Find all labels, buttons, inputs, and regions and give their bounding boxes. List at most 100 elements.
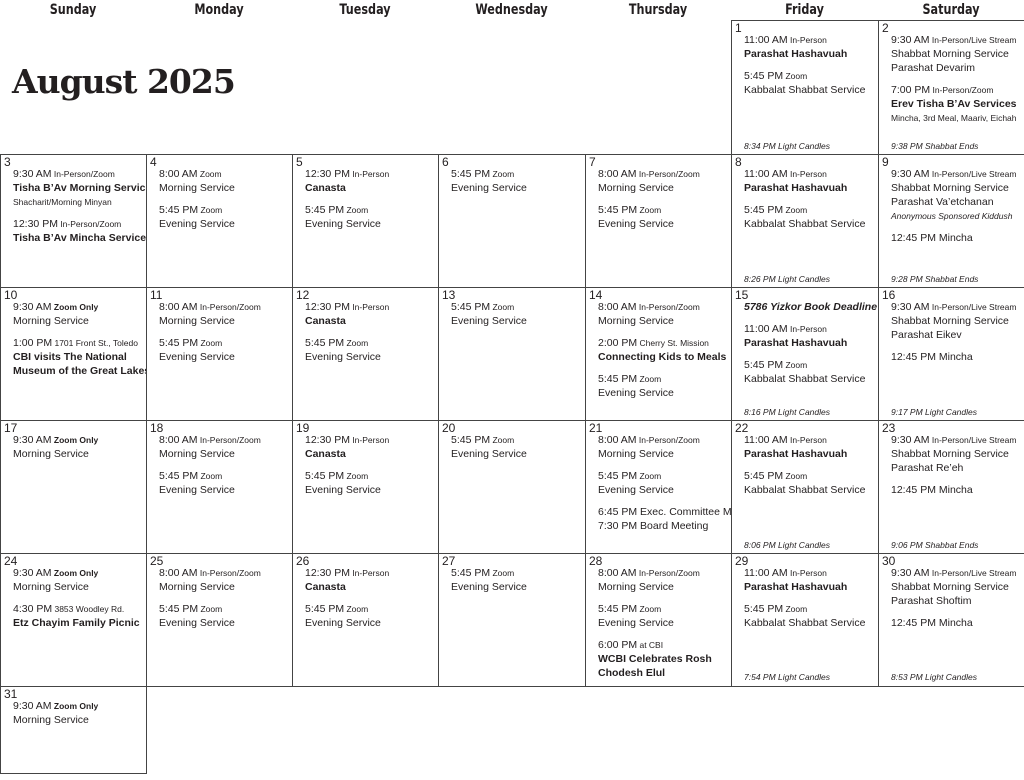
event[interactable]: 8:00 AM In-Person/Zoom Morning Service	[159, 300, 292, 328]
event[interactable]: 5:45 PM Zoom Evening Service	[598, 469, 731, 497]
event-text: Kabbalat Shabbat Service	[744, 218, 866, 230]
event[interactable]: 5:45 PM Zoom Kabbalat Shabbat Service	[744, 69, 878, 97]
event[interactable]: 5:45 PM Zoom Evening Service	[451, 167, 585, 195]
event[interactable]: 11:00 AM In-Person Parashat Hashavuah	[744, 167, 878, 195]
event[interactable]: 5:45 PM Zoom Evening Service	[305, 602, 438, 630]
event-detail: In-Person	[349, 169, 390, 179]
event[interactable]: 9:30 AM Zoom Only Morning Service	[13, 433, 146, 461]
day-cell-24[interactable]: 24 9:30 AM Zoom Only Morning Service 4:30 P…	[0, 553, 147, 687]
event[interactable]: 9:30 AM In-Person/Zoom Tisha B’Av Morning…	[13, 167, 147, 209]
event[interactable]: 5:45 PM Zoom Evening Service	[159, 602, 292, 630]
event[interactable]: 4:30 PM 3853 Woodley Rd. Etz Chayim Famil…	[13, 602, 146, 630]
event[interactable]: 12:30 PM In-Person Canasta	[305, 167, 438, 195]
day-cell-13[interactable]: 13 5:45 PM Zoom Evening Service	[438, 287, 586, 421]
day-cell-16[interactable]: 16 9:30 AM In-Person/Live Stream Shabbat M…	[878, 287, 1024, 421]
event[interactable]: 2:00 PM Cherry St. Mission Connecting Kid…	[598, 336, 731, 364]
event[interactable]: 5:45 PM Zoom Evening Service	[598, 602, 731, 630]
day-cell-3[interactable]: 3 9:30 AM In-Person/Zoom Tisha B’Av Mornin…	[0, 154, 147, 288]
day-cell-29[interactable]: 29 11:00 AM In-Person Parashat Hashavuah 5:…	[731, 553, 879, 687]
day-cell-5[interactable]: 5 12:30 PM In-Person Canasta 5:45 PM Zoom Ev…	[292, 154, 439, 288]
event[interactable]: 5:45 PM Zoom Kabbalat Shabbat Service	[744, 203, 878, 231]
event[interactable]: 11:00 AM In-Person Parashat Hashavuah	[744, 322, 878, 350]
event[interactable]: 5:45 PM Zoom Kabbalat Shabbat Service	[744, 469, 878, 497]
event[interactable]: 12:30 PM In-Person/Zoom Tisha B’Av Mincha…	[13, 217, 147, 245]
event[interactable]: 12:30 PM In-Person Canasta	[305, 433, 438, 461]
event[interactable]: 6:00 PM at CBI WCBI Celebrates Rosh Chodes…	[598, 638, 731, 680]
event[interactable]: 12:45 PM Mincha	[891, 483, 1023, 497]
event[interactable]: 5:45 PM Zoom Evening Service	[598, 372, 731, 400]
event[interactable]: 5:45 PM Zoom Kabbalat Shabbat Service	[744, 358, 878, 386]
event[interactable]: 12:30 PM In-Person Canasta	[305, 300, 438, 328]
event[interactable]: 5:45 PM Zoom Evening Service	[305, 469, 438, 497]
event[interactable]: 11:00 AM In-Person Parashat Hashavuah	[744, 433, 878, 461]
day-cell-11[interactable]: 11 8:00 AM In-Person/Zoom Morning Service 5…	[146, 287, 293, 421]
event[interactable]: 9:30 AM In-Person/Live Stream Shabbat Mor…	[891, 566, 1023, 608]
event-text: Morning Service	[159, 581, 235, 593]
event[interactable]: 5:45 PM Zoom Evening Service	[159, 203, 292, 231]
day-cell-4[interactable]: 4 8:00 AM Zoom Morning Service 5:45 PM Zoom…	[146, 154, 293, 288]
event[interactable]: 5:45 PM Zoom Evening Service	[305, 203, 438, 231]
day-cell-8[interactable]: 8 11:00 AM In-Person Parashat Hashavuah 5:4…	[731, 154, 879, 288]
day-cell-15[interactable]: 15 5786 Yizkor Book Deadline 11:00 AM In-P…	[731, 287, 879, 421]
day-cell-26[interactable]: 26 12:30 PM In-Person Canasta 5:45 PM Zoom E…	[292, 553, 439, 687]
event[interactable]: 5:45 PM Zoom Evening Service	[598, 203, 731, 231]
event[interactable]: 8:00 AM In-Person/Zoom Morning Service	[598, 433, 731, 461]
day-cell-2[interactable]: 2 9:30 AM In-Person/Live Stream Shabbat Mo…	[878, 20, 1024, 155]
day-cell-1[interactable]: 1 11:00 AM In-Person Parashat Hashavuah 5:4…	[731, 20, 879, 155]
event[interactable]: 12:45 PM Mincha	[891, 616, 1023, 630]
day-cell-28[interactable]: 28 8:00 AM In-Person/Zoom Morning Service 5…	[585, 553, 732, 687]
event[interactable]: 9:30 AM In-Person/Live Stream Shabbat Mor…	[891, 433, 1023, 475]
day-cell-12[interactable]: 12 12:30 PM In-Person Canasta 5:45 PM Zoom E…	[292, 287, 439, 421]
day-cell-17[interactable]: 17 9:30 AM Zoom Only Morning Service	[0, 420, 147, 554]
day-cell-22[interactable]: 22 11:00 AM In-Person Parashat Hashavuah 5:…	[731, 420, 879, 554]
event-text: Anonymous Sponsored Kiddush	[891, 211, 1013, 221]
event[interactable]: 5786 Yizkor Book Deadline	[744, 300, 878, 314]
event[interactable]: 8:00 AM In-Person/Zoom Morning Service	[598, 300, 731, 328]
event[interactable]: 8:00 AM Zoom Morning Service	[159, 167, 292, 195]
day-cell-25[interactable]: 25 8:00 AM In-Person/Zoom Morning Service 5…	[146, 553, 293, 687]
event[interactable]: 11:00 AM In-Person Parashat Hashavuah	[744, 566, 878, 594]
event[interactable]: 6:45 PM Exec. Committee Mtg. 7:30 PM Boar…	[598, 505, 732, 533]
event[interactable]: 5:45 PM Zoom Evening Service	[305, 336, 438, 364]
event[interactable]: 5:45 PM Zoom Evening Service	[159, 336, 292, 364]
day-cell-23[interactable]: 23 9:30 AM In-Person/Live Stream Shabbat M…	[878, 420, 1024, 554]
event[interactable]: 8:00 AM In-Person/Zoom Morning Service	[159, 566, 292, 594]
event[interactable]: 9:30 AM In-Person/Live Stream Shabbat Mor…	[891, 300, 1023, 342]
event[interactable]: 9:30 AM In-Person/Live Stream Shabbat Mor…	[891, 167, 1023, 223]
event[interactable]: 1:00 PM 1701 Front St., Toledo CBI visits…	[13, 336, 147, 378]
day-cell-9[interactable]: 9 9:30 AM In-Person/Live Stream Shabbat Mo…	[878, 154, 1024, 288]
day-cell-31[interactable]: 31 9:30 AM Zoom Only Morning Service	[0, 686, 147, 774]
event[interactable]: 5:45 PM Zoom Evening Service	[451, 433, 585, 461]
day-cell-21[interactable]: 21 8:00 AM In-Person/Zoom Morning Service 5…	[585, 420, 732, 554]
day-cell-10[interactable]: 10 9:30 AM Zoom Only Morning Service 1:00 P…	[0, 287, 147, 421]
event-text: 9:30 AM	[13, 700, 52, 712]
event[interactable]: 9:30 AM Zoom Only Morning Service	[13, 300, 146, 328]
event-text: 5:45 PM	[305, 337, 345, 349]
event[interactable]: 5:45 PM Zoom Evening Service	[159, 469, 292, 497]
day-cell-19[interactable]: 19 12:30 PM In-Person Canasta 5:45 PM Zoom E…	[292, 420, 439, 554]
day-cell-7[interactable]: 7 8:00 AM In-Person/Zoom Morning Service 5:…	[585, 154, 732, 288]
event[interactable]: 9:30 AM In-Person/Live Stream Shabbat Mor…	[891, 33, 1023, 75]
event[interactable]: 9:30 AM Zoom Only Morning Service	[13, 566, 146, 594]
day-cell-18[interactable]: 18 8:00 AM In-Person/Zoom Morning Service 5…	[146, 420, 293, 554]
day-cell-27[interactable]: 27 5:45 PM Zoom Evening Service	[438, 553, 586, 687]
day-cell-30[interactable]: 30 9:30 AM In-Person/Live Stream Shabbat M…	[878, 553, 1024, 687]
day-cell-6[interactable]: 6 5:45 PM Zoom Evening Service	[438, 154, 586, 288]
event[interactable]: 8:00 AM In-Person/Zoom Morning Service	[159, 433, 292, 461]
event[interactable]: 12:30 PM In-Person Canasta	[305, 566, 438, 594]
event[interactable]: 9:30 AM Zoom Only Morning Service	[13, 699, 145, 727]
event[interactable]: 7:00 PM In-Person/Zoom Erev Tisha B’Av Se…	[891, 83, 1023, 125]
event-text: Morning Service	[598, 182, 674, 194]
day-cell-20[interactable]: 20 5:45 PM Zoom Evening Service	[438, 420, 586, 554]
event[interactable]: 12:45 PM Mincha	[891, 231, 1023, 245]
event[interactable]: 5:45 PM Zoom Evening Service	[451, 566, 585, 594]
event[interactable]: 11:00 AM In-Person Parashat Hashavuah	[744, 33, 878, 61]
event[interactable]: 8:00 AM In-Person/Zoom Morning Service	[598, 167, 731, 195]
event[interactable]: 5:45 PM Zoom Kabbalat Shabbat Service	[744, 602, 878, 630]
event[interactable]: 5:45 PM Zoom Evening Service	[451, 300, 585, 328]
event[interactable]: 12:45 PM Mincha	[891, 350, 1023, 364]
event-text: Evening Service	[305, 617, 381, 629]
event-list: 8:00 AM In-Person/Zoom Morning Service 5:4…	[159, 433, 292, 505]
event[interactable]: 8:00 AM In-Person/Zoom Morning Service	[598, 566, 731, 594]
day-cell-14[interactable]: 14 8:00 AM In-Person/Zoom Morning Service 2…	[585, 287, 732, 421]
